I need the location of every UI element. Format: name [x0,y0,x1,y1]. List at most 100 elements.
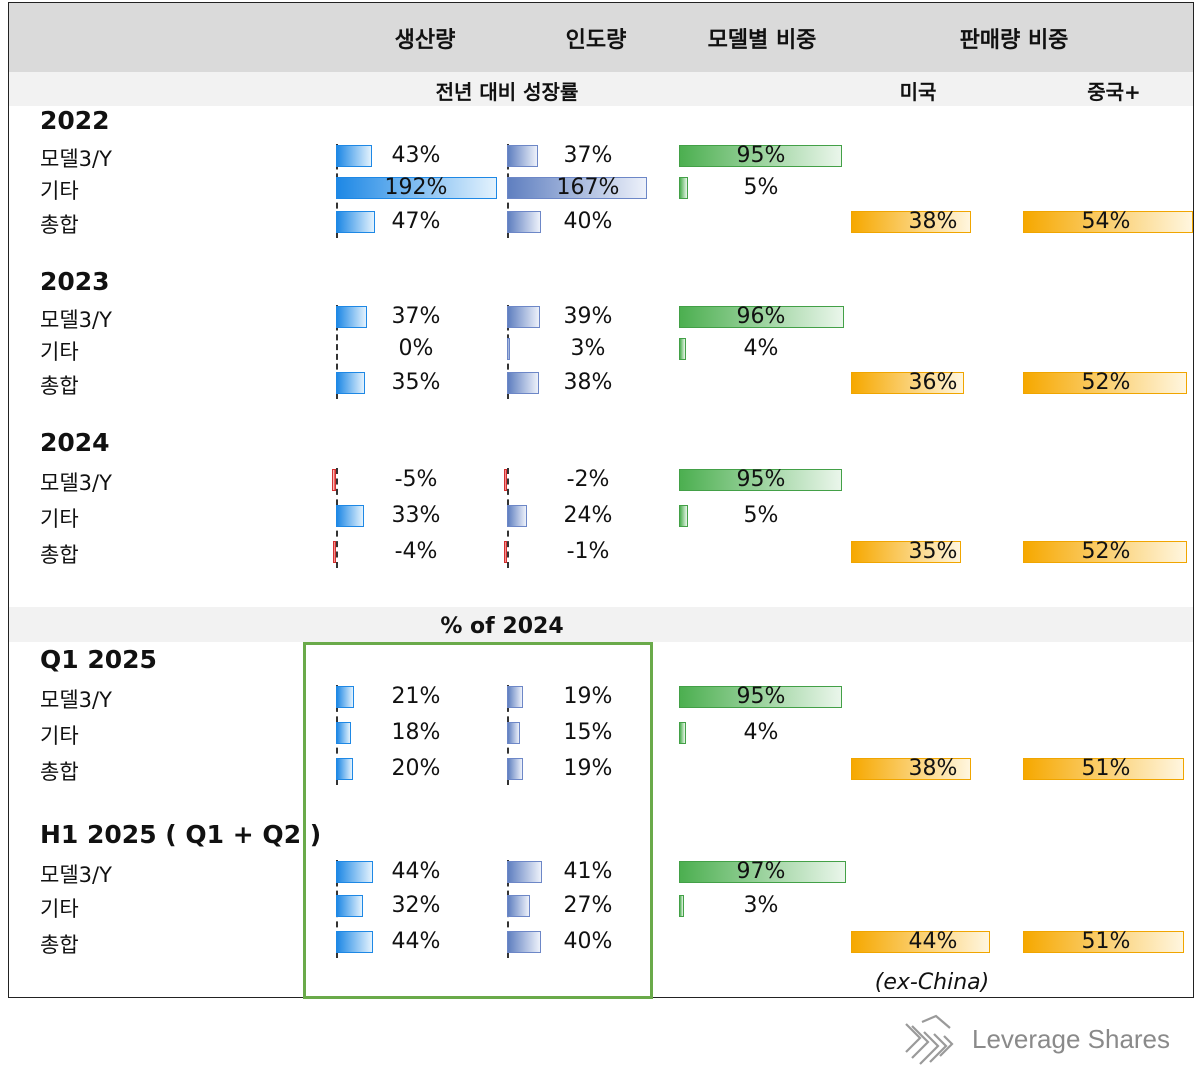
row-label: 기타 [40,340,79,364]
production-bar [336,145,373,167]
china_plus-share-bar [1023,541,1187,563]
model-mix-value-label: 4% [743,720,779,745]
production-value-label: 43% [391,143,441,168]
production-bar [336,895,364,917]
model-mix-bar [679,469,843,491]
production-value-label: 32% [391,893,441,918]
section-title: H1 2025 ( Q1 + Q2 ) [40,820,322,849]
row-label: 모델3/Y [40,471,112,495]
production-bar [332,541,336,563]
header-delivery: 인도량 [565,28,627,53]
model-mix-bar [679,306,845,328]
subheader-pct-of-2024: % of 2024 [440,614,564,639]
section-title: Q1 2025 [40,645,157,674]
brand-name: Leverage Shares [972,1024,1171,1054]
delivery-value-label: 39% [563,304,613,329]
production-bar [336,722,352,744]
section-title: 2023 [40,267,110,296]
delivery-bar [507,211,541,233]
row-label: 총합 [40,933,79,957]
china_plus-share-value-label: 52% [1081,370,1131,395]
model-mix-value-label: 5% [743,503,779,528]
model-mix-bar [679,505,688,527]
production-value-label: 47% [391,209,441,234]
delivery-value-label: 19% [563,756,613,781]
us-share-bar [851,211,971,233]
china_plus-share-bar [1023,372,1187,394]
us-share-bar [851,372,965,394]
production-bar [331,469,336,491]
production-value-label: 37% [391,304,441,329]
delivery-bar [507,931,541,953]
pct-of-2024-band [9,607,1193,642]
delivery-bar [507,306,540,328]
header-band [9,3,1193,72]
header-model-mix: 모델별 비중 [707,28,817,53]
china_plus-share-value-label: 51% [1081,756,1131,781]
delivery-value-label: 40% [563,929,613,954]
row-label: 기타 [40,897,79,921]
delivery-value-label: 40% [563,209,613,234]
production-bar [336,306,368,328]
model-mix-value-label: 3% [743,893,779,918]
model-mix-bar [679,686,843,708]
us-share-value-label: 44% [908,929,958,954]
header-production: 생산량 [394,28,456,53]
delivery-bar [507,722,520,744]
china_plus-share-value-label: 54% [1081,209,1131,234]
model-mix-value-label: 4% [743,336,779,361]
row-label: 모델3/Y [40,688,112,712]
row-label: 모델3/Y [40,147,112,171]
delivery-bar [507,372,539,394]
us-share-bar [851,541,962,563]
production-value-label: 44% [391,929,441,954]
subheader-china-plus: 중국+ [1087,80,1141,104]
us-share-value-label: 36% [908,370,958,395]
delivery-value-label: 3% [570,336,606,361]
model-mix-bar [679,177,688,199]
production-value-label: 192% [384,175,448,200]
subheader-yoy-growth: 전년 대비 성장률 [435,80,579,104]
section-title: 2024 [40,428,110,457]
delivery-value-label: 27% [563,893,613,918]
delivery-value-label: 38% [563,370,613,395]
china_plus-share-bar [1023,211,1194,233]
highlight-box [303,642,653,999]
row-label: 기타 [40,507,79,531]
model-mix-value-label: 95% [736,467,786,492]
production-bar [336,505,364,527]
row-label: 기타 [40,179,79,203]
delivery-bar [507,505,528,527]
header-sales-share: 판매량 비중 [959,28,1069,53]
delivery-bar [507,686,524,708]
production-bar [336,372,366,394]
us-share-value-label: 35% [908,539,958,564]
production-zero-axis [336,305,338,399]
us-share-value-label: 38% [908,756,958,781]
delivery-value-label: 41% [563,859,613,884]
row-label: 총합 [40,213,79,237]
production-value-label: 0% [398,336,434,361]
delivery-value-label: 24% [563,503,613,528]
china_plus-share-value-label: 52% [1081,539,1131,564]
production-value-label: 35% [391,370,441,395]
china_plus-share-bar [1023,758,1184,780]
production-value-label: 18% [391,720,441,745]
model-mix-value-label: 97% [736,859,786,884]
production-bar [336,211,376,233]
model-mix-value-label: 5% [743,175,779,200]
row-label: 기타 [40,724,79,748]
leverage-shares-logo-icon [905,1014,954,1065]
model-mix-value-label: 95% [736,684,786,709]
delivery-value-label: -2% [566,467,610,492]
row-label: 모델3/Y [40,308,112,332]
delivery-bar [507,895,530,917]
production-value-label: -4% [394,539,438,564]
production-value-label: 33% [391,503,441,528]
model-mix-bar [679,861,846,883]
china_plus-share-bar [1023,931,1184,953]
delivery-bar [504,541,507,563]
delivery-value-label: 37% [563,143,613,168]
delivery-bar [507,145,539,167]
model-mix-bar [679,722,686,744]
